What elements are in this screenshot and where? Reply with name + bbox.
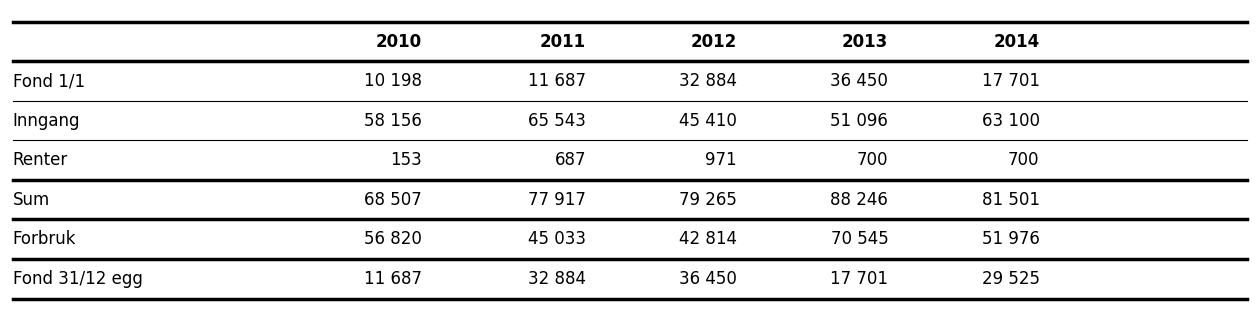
Text: 17 701: 17 701 (982, 72, 1040, 90)
Text: 36 450: 36 450 (830, 72, 888, 90)
Text: 2014: 2014 (993, 33, 1040, 51)
Text: 153: 153 (391, 151, 422, 169)
Text: 17 701: 17 701 (830, 270, 888, 288)
Text: 79 265: 79 265 (679, 191, 737, 209)
Text: 2012: 2012 (690, 33, 737, 51)
Text: 45 410: 45 410 (679, 112, 737, 130)
Text: Forbruk: Forbruk (13, 230, 76, 248)
Text: 32 884: 32 884 (528, 270, 586, 288)
Text: 51 976: 51 976 (982, 230, 1040, 248)
Text: Fond 1/1: Fond 1/1 (13, 72, 84, 90)
Text: 42 814: 42 814 (679, 230, 737, 248)
Text: Fond 31/12 egg: Fond 31/12 egg (13, 270, 142, 288)
Text: Sum: Sum (13, 191, 50, 209)
Text: 77 917: 77 917 (528, 191, 586, 209)
Text: 56 820: 56 820 (364, 230, 422, 248)
Text: 65 543: 65 543 (528, 112, 586, 130)
Text: 32 884: 32 884 (679, 72, 737, 90)
Text: 51 096: 51 096 (830, 112, 888, 130)
Text: 81 501: 81 501 (982, 191, 1040, 209)
Text: 88 246: 88 246 (830, 191, 888, 209)
Text: 11 687: 11 687 (528, 72, 586, 90)
Text: 68 507: 68 507 (364, 191, 422, 209)
Text: 10 198: 10 198 (364, 72, 422, 90)
Text: 29 525: 29 525 (982, 270, 1040, 288)
Text: 70 545: 70 545 (830, 230, 888, 248)
Text: 11 687: 11 687 (364, 270, 422, 288)
Text: 45 033: 45 033 (528, 230, 586, 248)
Text: Renter: Renter (13, 151, 68, 169)
Text: 58 156: 58 156 (364, 112, 422, 130)
Text: 2011: 2011 (539, 33, 586, 51)
Text: 36 450: 36 450 (679, 270, 737, 288)
Text: 2010: 2010 (375, 33, 422, 51)
Text: 2013: 2013 (842, 33, 888, 51)
Text: 63 100: 63 100 (982, 112, 1040, 130)
Text: Inngang: Inngang (13, 112, 81, 130)
Text: 700: 700 (857, 151, 888, 169)
Text: 700: 700 (1008, 151, 1040, 169)
Text: 687: 687 (554, 151, 586, 169)
Text: 971: 971 (706, 151, 737, 169)
